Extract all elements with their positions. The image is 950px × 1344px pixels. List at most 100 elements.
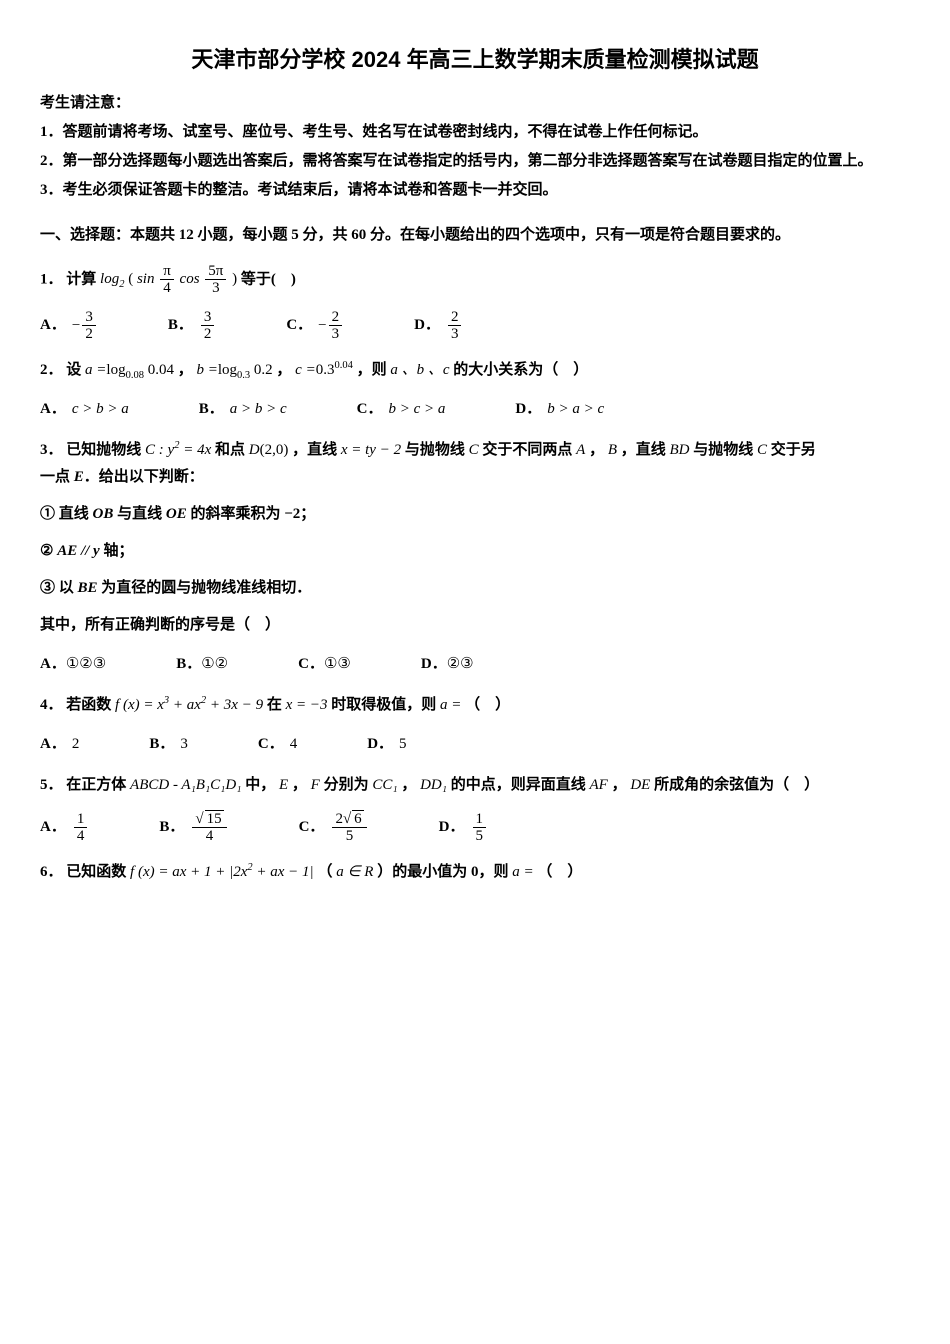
q5-c-label: C．: [299, 814, 325, 841]
q1-sin: sin: [137, 271, 155, 287]
q1-opt-a: A． −32: [40, 309, 98, 343]
q3-t1: 已知抛物线: [66, 442, 141, 458]
q4-fx: f (x) = x: [115, 697, 164, 713]
q1-f2d: 3: [205, 280, 226, 297]
q5-de: DE: [630, 777, 650, 793]
question-2: 2． 设 a =log0.08 0.04 ， b =log0.3 0.2 ， c…: [40, 357, 910, 384]
q5-af: AF: [590, 777, 608, 793]
q5-opt-d: D． 15: [439, 811, 488, 845]
q4-opt-c: C．4: [258, 731, 297, 758]
q2-opt-c: C．b > c > a: [357, 396, 446, 423]
q3-bd: BD: [670, 442, 690, 458]
q1-opt-d: D． 23: [414, 309, 463, 343]
q2-m1: ，: [178, 362, 193, 378]
q6-p: + ax − 1|: [253, 864, 314, 880]
q5-c3: ，: [612, 777, 627, 793]
q3-s1pre: ① 直线: [40, 506, 93, 522]
q5-f: F: [311, 777, 320, 793]
q3-cc: C: [469, 442, 479, 458]
q5-opt-c: C． 2√65: [299, 811, 369, 845]
q2-cbase: 0.3: [316, 362, 335, 378]
q3-d-text: ②③: [447, 651, 474, 678]
q2-label: 2．: [40, 362, 63, 378]
q5-b-den: 4: [192, 828, 226, 845]
q1-a-sign: −: [72, 317, 80, 333]
q3-l2pre: 一点: [40, 469, 74, 485]
q4-p2: + 3x − 9: [206, 697, 263, 713]
q3-stmt1: ① 直线 OB 与直线 OE 的斜率乘积为 −2；: [40, 501, 910, 528]
q3-ob: OB: [93, 506, 114, 522]
q4-d-text: 5: [399, 731, 407, 758]
question-6: 6． 已知函数 f (x) = ax + 1 + |2x2 + ax − 1| …: [40, 859, 910, 886]
q3-t8: 交于另: [771, 442, 816, 458]
q1-b-den: 2: [201, 326, 215, 343]
q3-e: E: [74, 469, 84, 485]
q5-cc: CC₁: [372, 777, 397, 793]
q1-f2n: 5π: [205, 263, 226, 281]
q1-d-den: 3: [448, 326, 462, 343]
q2-c-text: b > c > a: [389, 396, 446, 423]
q3-cc2: C: [757, 442, 767, 458]
q6-label: 6．: [40, 864, 63, 880]
q2-d-label: D．: [515, 396, 541, 423]
q4-label: 4．: [40, 697, 63, 713]
q3-stmt2: ② AE // y 轴；: [40, 538, 910, 565]
q1-label: 1．: [40, 271, 63, 287]
q3-opt-c: C．①③: [298, 651, 351, 678]
q2-v2: 0.2: [254, 362, 273, 378]
q1-cos: cos: [180, 271, 200, 287]
q1-f1n: π: [160, 263, 174, 281]
q6-t4: （ ）: [537, 864, 582, 880]
q2-a-text: c > b > a: [72, 396, 129, 423]
q1-logbase: 2: [119, 279, 124, 290]
q1-log: log: [100, 271, 119, 287]
q5-t3: 分别为: [324, 777, 373, 793]
q2-c-label: C．: [357, 396, 383, 423]
q3-d: D: [249, 442, 260, 458]
q4-options: A．2 B．3 C．4 D．5: [40, 731, 910, 758]
notice-2: 2．第一部分选择题每小题选出答案后，需将答案写在试卷指定的括号内，第二部分非选择…: [40, 148, 910, 175]
q3-b: B: [608, 442, 617, 458]
q2-b-text: a > b > c: [230, 396, 287, 423]
q5-a-den: 4: [74, 828, 88, 845]
q1-options: A． −32 B． 32 C． −23 D． 23: [40, 309, 910, 343]
q3-c1: ，: [589, 442, 604, 458]
q1-c-den: 3: [329, 326, 343, 343]
q4-a-text: 2: [72, 731, 80, 758]
q2-post: 的大小关系为（ ）: [453, 362, 588, 378]
q3-s2pre: ②: [40, 543, 57, 559]
q3-a-text: ①②③: [66, 651, 106, 678]
q2-pre: 设: [66, 362, 81, 378]
q1-c-label: C．: [286, 312, 312, 339]
q3-d-label: D．: [421, 651, 447, 678]
q3-dp: (2,0): [260, 442, 289, 458]
q4-c-text: 4: [290, 731, 298, 758]
q5-d-den: 5: [473, 828, 487, 845]
q3-s1mid: 与直线: [113, 506, 166, 522]
q4-c-label: C．: [258, 731, 284, 758]
q3-c-text: ①③: [324, 651, 351, 678]
q4-p1: + ax: [169, 697, 201, 713]
q4-t2: 在: [267, 697, 286, 713]
q3-s3pre: ③ 以: [40, 580, 78, 596]
q2-opt-b: B．a > b > c: [199, 396, 287, 423]
q2-a-eq: a =: [85, 362, 106, 378]
q4-t1: 若函数: [66, 697, 115, 713]
q3-t2: 和点: [215, 442, 249, 458]
q6-t2: （: [317, 864, 332, 880]
q4-b-text: 3: [180, 731, 188, 758]
q3-a: A: [576, 442, 585, 458]
q4-opt-d: D．5: [367, 731, 406, 758]
q3-ae: AE // y: [57, 543, 100, 559]
q4-d-label: D．: [367, 731, 393, 758]
q3-line2: 一点 E．给出以下判断：: [40, 464, 910, 491]
question-3: 3． 已知抛物线 C : y2 = 4x 和点 D(2,0) ，直线 x = t…: [40, 437, 910, 464]
q1-post: 等于( ): [241, 271, 296, 287]
q2-log2: log: [218, 362, 237, 378]
q3-label: 3．: [40, 442, 63, 458]
q4-t3: 时取得极值，则: [331, 697, 440, 713]
q3-s1post: 的斜率乘积为: [187, 506, 285, 522]
q6-ar: a ∈ R: [336, 864, 373, 880]
q3-a-label: A．: [40, 651, 66, 678]
q3-line: x = ty − 2: [341, 442, 401, 458]
